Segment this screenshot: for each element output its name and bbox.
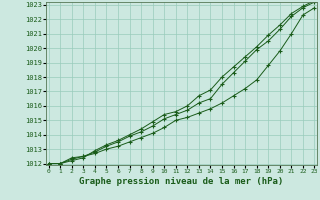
- X-axis label: Graphe pression niveau de la mer (hPa): Graphe pression niveau de la mer (hPa): [79, 177, 284, 186]
